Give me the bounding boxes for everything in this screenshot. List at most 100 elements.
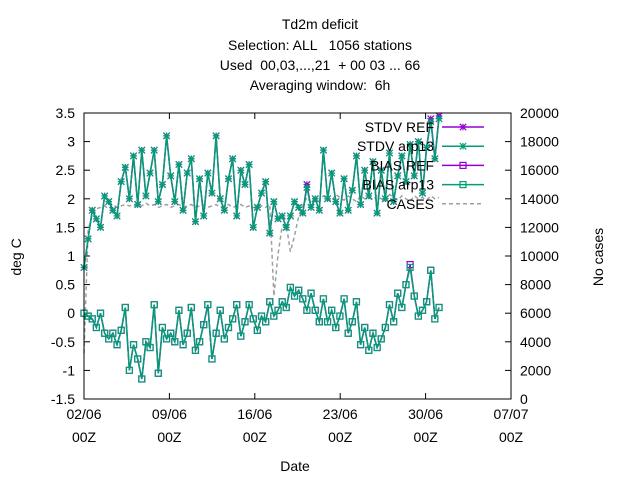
data-point bbox=[129, 152, 138, 160]
data-point bbox=[340, 175, 348, 183]
y2-tick-label: 4000 bbox=[520, 334, 551, 350]
data-point bbox=[385, 149, 394, 157]
data-point bbox=[257, 189, 266, 197]
data-point bbox=[352, 298, 361, 306]
data-point bbox=[138, 146, 146, 154]
series-line bbox=[83, 193, 440, 354]
data-point bbox=[109, 206, 117, 214]
data-point bbox=[84, 235, 92, 243]
data-point bbox=[381, 195, 389, 203]
data-point bbox=[200, 212, 208, 220]
data-point bbox=[162, 335, 171, 343]
data-point bbox=[414, 312, 422, 320]
data-point bbox=[431, 155, 439, 163]
data-point bbox=[356, 200, 365, 209]
data-point bbox=[315, 318, 323, 326]
data-point bbox=[208, 189, 216, 197]
legend-marker bbox=[459, 161, 467, 169]
data-point bbox=[228, 155, 237, 163]
legend-label: BIAS arp13 bbox=[362, 177, 434, 193]
data-point bbox=[286, 212, 295, 220]
data-point bbox=[241, 318, 249, 326]
data-point bbox=[109, 329, 117, 337]
data-point bbox=[245, 301, 253, 309]
chart-title-line-4: Averaging window: 6h bbox=[249, 77, 391, 93]
data-point bbox=[299, 295, 307, 303]
data-point bbox=[340, 295, 348, 303]
y-tick-label: 2.5 bbox=[56, 162, 76, 178]
data-point bbox=[200, 321, 208, 329]
data-point bbox=[435, 115, 443, 123]
data-point bbox=[423, 143, 431, 151]
data-point bbox=[361, 323, 369, 332]
data-point bbox=[150, 146, 158, 154]
y2-tick-label: 2000 bbox=[520, 362, 551, 378]
data-point bbox=[183, 169, 191, 177]
data-point bbox=[307, 289, 315, 297]
data-point bbox=[101, 329, 109, 337]
x-tick-label-hour: 00Z bbox=[499, 429, 524, 445]
data-point bbox=[274, 306, 282, 314]
data-point bbox=[142, 338, 150, 346]
data-point bbox=[117, 326, 125, 334]
data-point bbox=[191, 346, 200, 354]
data-point bbox=[175, 306, 183, 314]
data-point bbox=[121, 163, 129, 171]
data-point bbox=[390, 318, 398, 326]
data-point bbox=[249, 315, 257, 323]
x-tick-label-date: 23/06 bbox=[323, 406, 358, 422]
y2-tick-label: 20000 bbox=[520, 105, 559, 121]
data-point bbox=[245, 160, 253, 169]
data-point bbox=[295, 286, 303, 294]
data-point bbox=[266, 298, 274, 306]
y2-tick-label: 16000 bbox=[520, 162, 559, 178]
y2-tick-label: 12000 bbox=[520, 219, 559, 235]
data-point bbox=[204, 301, 212, 309]
data-point bbox=[220, 335, 228, 343]
y2-tick-label: 18000 bbox=[520, 134, 559, 150]
data-point bbox=[117, 178, 125, 186]
data-point bbox=[323, 195, 332, 203]
data-point bbox=[336, 312, 344, 320]
series-bias-ref bbox=[80, 260, 443, 383]
series-cases bbox=[83, 193, 440, 354]
data-point bbox=[365, 192, 373, 200]
data-point bbox=[278, 298, 286, 306]
data-point bbox=[270, 312, 278, 320]
data-point bbox=[113, 212, 121, 220]
data-point bbox=[241, 180, 249, 189]
data-point bbox=[315, 206, 323, 214]
data-point bbox=[262, 318, 270, 326]
data-point bbox=[191, 218, 200, 226]
data-point bbox=[167, 329, 175, 337]
data-point bbox=[105, 335, 113, 343]
y-tick-label: 1.5 bbox=[56, 219, 76, 235]
data-point bbox=[154, 369, 162, 377]
data-point bbox=[319, 146, 328, 154]
y-tick-label: 1 bbox=[67, 248, 75, 264]
axes: -1.5 -1 -0.5 0 0.5 1 1.5 2 2.5 3 3.5 0 2000 4000 6000 8… bbox=[51, 105, 559, 445]
data-point bbox=[295, 203, 303, 212]
data-point bbox=[336, 209, 344, 217]
data-point bbox=[328, 306, 336, 314]
data-point bbox=[134, 355, 142, 363]
x-tick-label-hour: 00Z bbox=[414, 429, 439, 445]
data-point bbox=[183, 329, 191, 337]
data-point bbox=[88, 315, 96, 323]
data-point bbox=[154, 198, 162, 206]
data-point bbox=[286, 283, 295, 292]
legend-label: BIAS REF bbox=[370, 157, 434, 173]
y-tick-label: 3 bbox=[67, 134, 75, 150]
data-point bbox=[92, 323, 100, 332]
data-point bbox=[105, 198, 113, 206]
data-point bbox=[142, 192, 150, 200]
x-tick-label-hour: 00Z bbox=[157, 429, 182, 445]
data-point bbox=[332, 323, 340, 332]
x-tick-label-date: 02/06 bbox=[66, 406, 101, 422]
data-point bbox=[96, 309, 105, 317]
y-tick-label: 3.5 bbox=[56, 105, 76, 121]
data-point bbox=[332, 198, 340, 206]
data-point bbox=[369, 329, 377, 337]
data-point bbox=[361, 166, 369, 174]
x-tick-label-hour: 00Z bbox=[328, 429, 353, 445]
